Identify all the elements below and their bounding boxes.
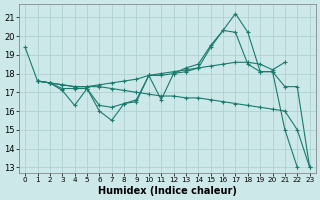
X-axis label: Humidex (Indice chaleur): Humidex (Indice chaleur) xyxy=(98,186,237,196)
